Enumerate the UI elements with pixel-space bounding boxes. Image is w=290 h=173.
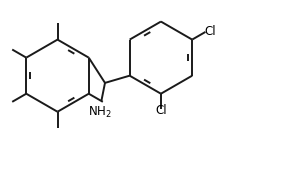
Text: Cl: Cl [155, 104, 167, 117]
Text: NH$_2$: NH$_2$ [88, 104, 111, 120]
Text: Cl: Cl [204, 25, 216, 38]
